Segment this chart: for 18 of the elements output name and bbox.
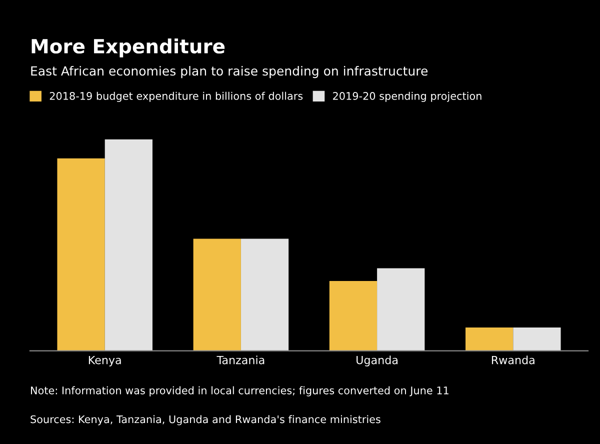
legend-label: 2018-19 budget expenditure in billions of dollars xyxy=(50,92,303,102)
bar xyxy=(329,280,378,351)
bar xyxy=(104,139,152,351)
chart-subtitle: East African economies plan to raise spending on infrastructure xyxy=(31,66,428,78)
text: Note: Information was provided in local currencies; figures converted on June 11 xyxy=(31,386,448,396)
bar xyxy=(240,238,289,351)
bar xyxy=(193,238,241,351)
x-tick-label: Rwanda xyxy=(492,356,534,364)
bar xyxy=(377,268,425,351)
bar xyxy=(466,328,514,351)
bar xyxy=(57,158,105,351)
bar xyxy=(513,328,561,351)
x-tick-label: Uganda xyxy=(356,356,398,366)
legend-label: 2019-20 spending projection xyxy=(333,92,482,102)
source-note: Sources: Kenya, Tanzania, Uganda and Rwanda's finance ministries xyxy=(30,415,380,426)
x-tick-label: Tanzania xyxy=(216,356,264,364)
chart-title: More Expenditure xyxy=(32,38,225,58)
x-tick-label: Kenya xyxy=(88,356,121,366)
